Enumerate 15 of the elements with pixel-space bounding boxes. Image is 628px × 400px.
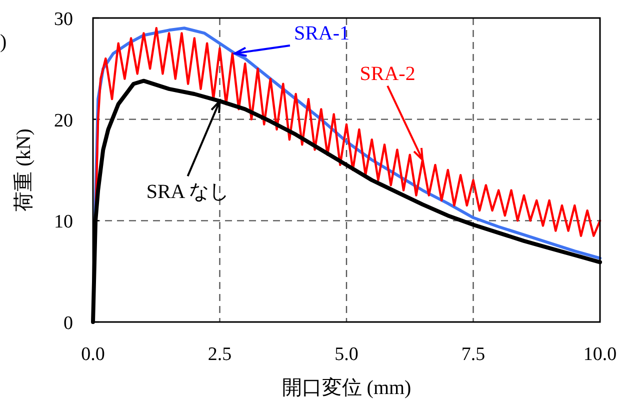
- y-tick-label: 0: [64, 313, 73, 334]
- text: SRA-1: [294, 22, 350, 44]
- x-tick-label: 0.0: [81, 344, 105, 365]
- y-tick-label: 10: [54, 212, 73, 233]
- text: SRA なし: [146, 181, 230, 204]
- series-label: SRA-2: [360, 62, 416, 85]
- x-axis-title: 開口変位 (mm): [282, 376, 412, 399]
- y-tick-label: 20: [54, 110, 73, 132]
- x-tick-label: 5.0: [334, 344, 358, 365]
- y-tick-label: 30: [54, 9, 73, 30]
- text: ): [0, 31, 7, 53]
- x-tick-label: 2.5: [208, 344, 232, 365]
- y-axis-title: 荷重 (kN): [13, 128, 35, 212]
- x-tick-label: 10.0: [583, 344, 617, 365]
- x-tick-label: 7.5: [461, 344, 486, 365]
